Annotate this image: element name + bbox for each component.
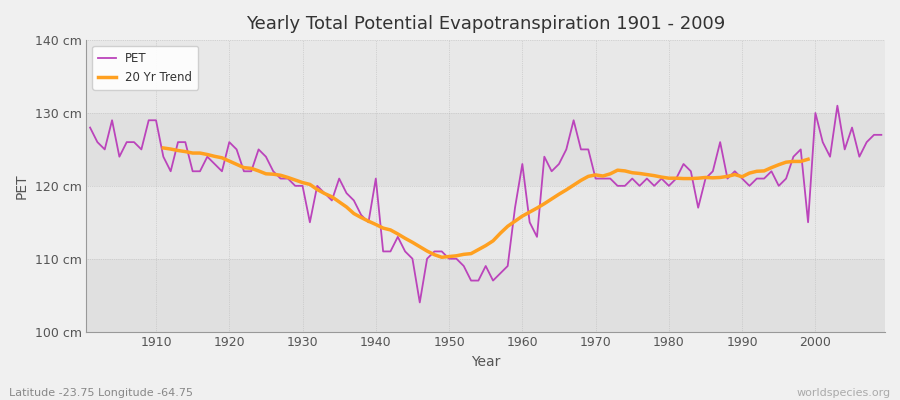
20 Yr Trend [495,231,506,236]
Text: worldspecies.org: worldspecies.org [796,388,891,398]
Bar [86,186,885,259]
PET [304,220,315,225]
PET [85,125,95,130]
PET [348,198,359,203]
PET [832,103,842,108]
Bar [86,259,885,332]
Bar [86,40,885,113]
Text: Latitude -23.75 Longitude -64.75: Latitude -23.75 Longitude -64.75 [9,388,193,398]
20 Yr Trend [436,255,447,260]
Y-axis label: PET: PET [15,173,29,199]
20 Yr Trend [238,165,249,170]
PET [517,162,527,166]
Title: Yearly Total Potential Evapotranspiration 1901 - 2009: Yearly Total Potential Evapotranspiratio… [246,15,725,33]
Bar [86,113,885,186]
PET [876,132,886,137]
Legend: PET, 20 Yr Trend: PET, 20 Yr Trend [93,46,198,90]
PET [143,118,154,123]
20 Yr Trend [407,240,418,245]
PET [612,184,623,188]
Line: 20 Yr Trend: 20 Yr Trend [163,148,808,257]
20 Yr Trend [290,178,301,182]
PET [525,220,535,225]
Line: PET: PET [90,106,881,302]
20 Yr Trend [224,159,235,164]
PET [414,300,425,305]
20 Yr Trend [803,157,814,162]
20 Yr Trend [737,174,748,179]
X-axis label: Year: Year [471,355,500,369]
20 Yr Trend [158,146,168,150]
